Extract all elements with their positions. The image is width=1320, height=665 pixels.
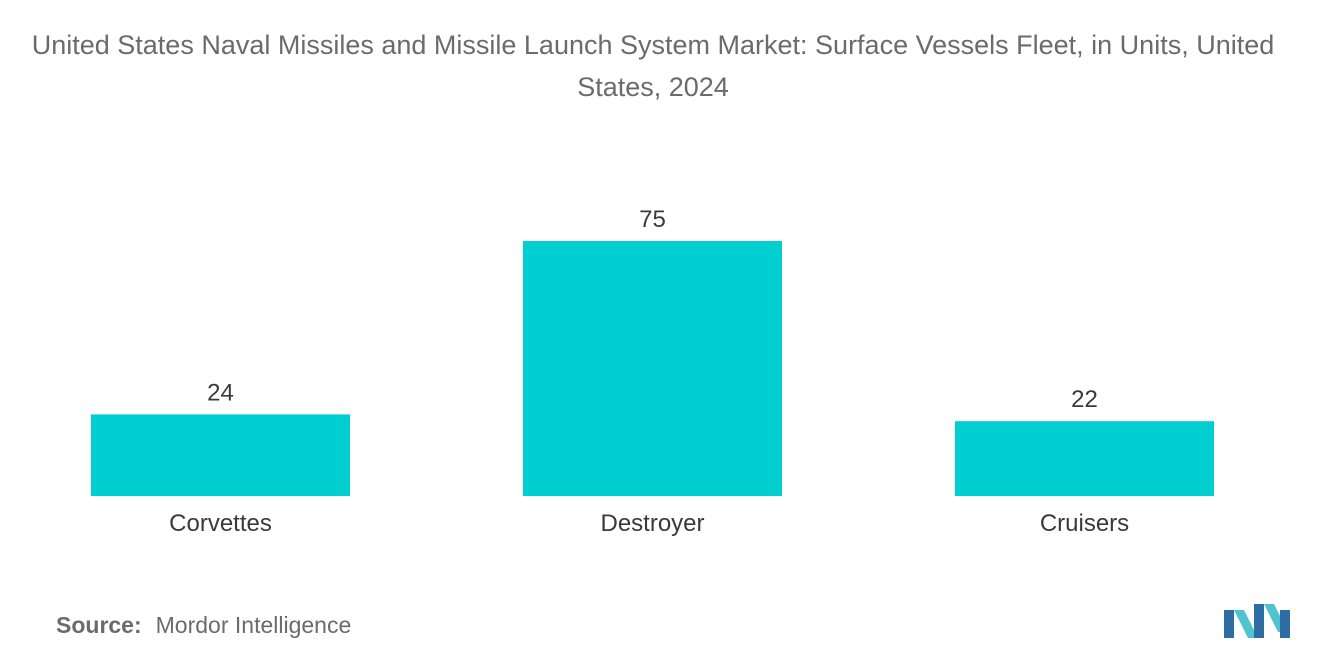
source-value: Mordor Intelligence — [155, 612, 352, 638]
bar-chart: 24 Corvettes 75 Destroyer 22 Cruisers — [91, 206, 1214, 537]
x-tick-label-destroyer: Destroyer — [600, 510, 704, 537]
mordor-intelligence-logo-icon — [1224, 604, 1290, 638]
chart-title: United States Naval Missiles and Missile… — [31, 30, 1275, 102]
x-tick-label-corvettes: Corvettes — [169, 510, 272, 537]
source-label: Source: — [56, 612, 142, 638]
source-note: Source: Mordor Intelligence — [56, 612, 351, 639]
x-tick-label-cruisers: Cruisers — [1040, 510, 1129, 537]
bar-destroyer — [523, 241, 782, 496]
bar-cruisers — [955, 421, 1214, 496]
data-label-destroyer: 75 — [639, 206, 666, 233]
bar-corvettes — [91, 414, 350, 496]
data-label-corvettes: 24 — [207, 379, 234, 406]
data-label-cruisers: 22 — [1071, 386, 1098, 413]
